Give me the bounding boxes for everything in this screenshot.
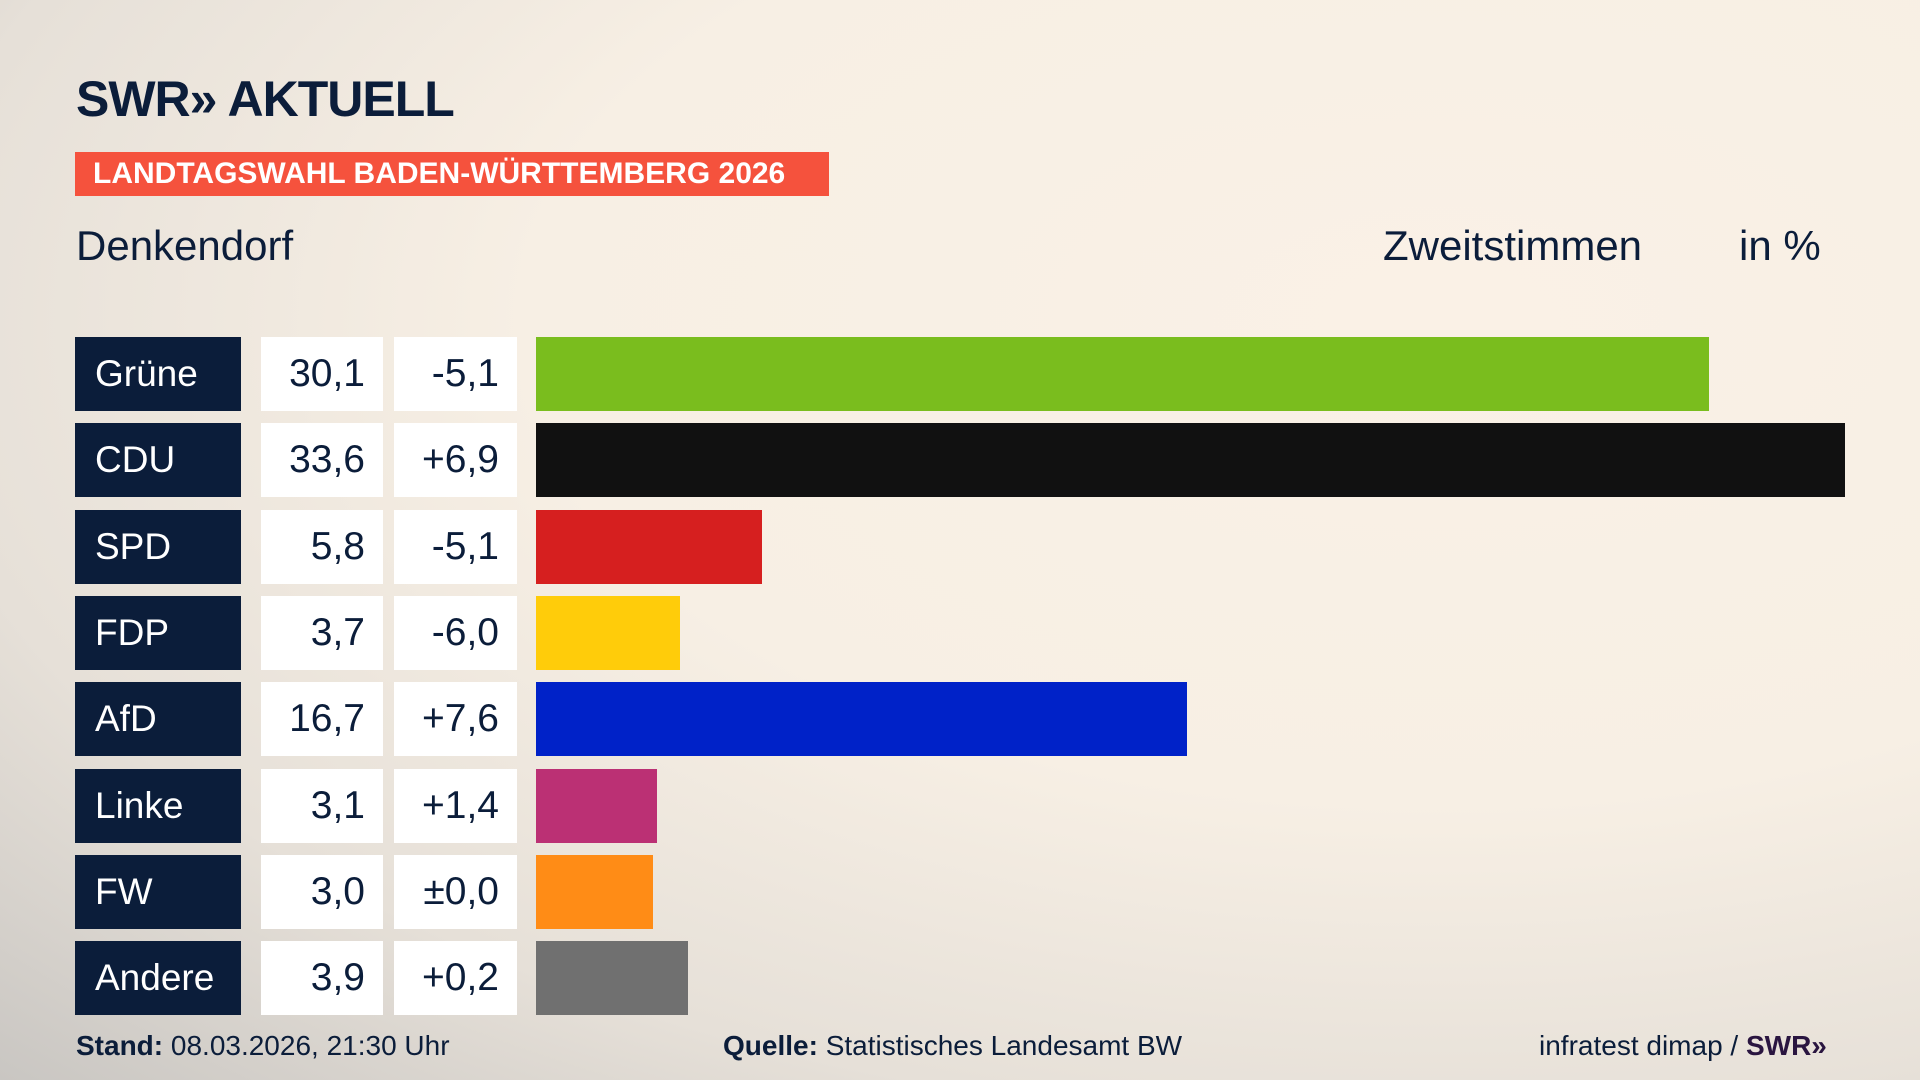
party-label: Andere (75, 941, 241, 1016)
place-title: Denkendorf (76, 222, 294, 269)
value-label: 5,8 (261, 509, 383, 584)
value-label: 3,0 (261, 854, 383, 929)
bar (536, 941, 688, 1016)
bar-row: SPD 5,8 -5,1 (0, 509, 1920, 584)
party-label: FW (75, 854, 241, 929)
timestamp: Stand: 08.03.2026, 21:30 Uhr (76, 1030, 450, 1062)
vote-type: Zweitstimmen (1383, 222, 1643, 269)
bar-row: Linke 3,1 +1,4 (0, 768, 1920, 843)
party-label: Linke (75, 768, 241, 843)
bar-row: Andere 3,9 +0,2 (0, 941, 1920, 1016)
stand-value: 08.03.2026, 21:30 Uhr (170, 1030, 450, 1061)
bar-row: FW 3,0 ±0,0 (0, 854, 1920, 929)
election-banner: LANDTAGSWAHL BADEN-WÜRTTEMBERG 2026 (75, 152, 829, 196)
bar-row: Grüne 30,1 -5,1 (0, 337, 1920, 411)
change-label: ±0,0 (394, 854, 517, 929)
value-label: 3,1 (261, 768, 383, 843)
stand-label: Stand: (76, 1030, 164, 1061)
swr-aktuell-logo: SWR» AKTUELL (76, 71, 455, 127)
party-label: AfD (75, 682, 241, 757)
change-label: +7,6 (394, 682, 517, 757)
value-label: 16,7 (261, 682, 383, 757)
bar (536, 682, 1187, 757)
party-label: CDU (75, 423, 241, 498)
bar (536, 595, 681, 670)
credit-text: infratest dimap / (1539, 1030, 1739, 1061)
source-value: Statistisches Landesamt BW (825, 1030, 1183, 1061)
party-label: FDP (75, 595, 241, 670)
change-label: +1,4 (394, 768, 517, 843)
bar (536, 854, 653, 929)
change-label: +0,2 (394, 941, 517, 1016)
bar (536, 337, 1709, 411)
unit-label: in % (1739, 222, 1821, 269)
value-label: 3,7 (261, 595, 383, 670)
bar-row: FDP 3,7 -6,0 (0, 595, 1920, 670)
bar (536, 509, 762, 584)
source: Quelle: Statistisches Landesamt BW (723, 1030, 1182, 1062)
bar (536, 423, 1845, 498)
change-label: -5,1 (394, 509, 517, 584)
change-label: +6,9 (394, 423, 517, 498)
bar (536, 768, 657, 843)
source-label: Quelle: (723, 1030, 818, 1061)
value-label: 33,6 (261, 423, 383, 498)
bar-row: AfD 16,7 +7,6 (0, 682, 1920, 757)
party-label: Grüne (75, 337, 241, 411)
swr-logo: SWR» (1745, 1030, 1827, 1061)
party-label: SPD (75, 509, 241, 584)
change-label: -5,1 (394, 337, 517, 411)
value-label: 30,1 (261, 337, 383, 411)
credit: infratest dimap / SWR» (1539, 1030, 1827, 1062)
change-label: -6,0 (394, 595, 517, 670)
bar-row: CDU 33,6 +6,9 (0, 423, 1920, 498)
value-label: 3,9 (261, 941, 383, 1016)
